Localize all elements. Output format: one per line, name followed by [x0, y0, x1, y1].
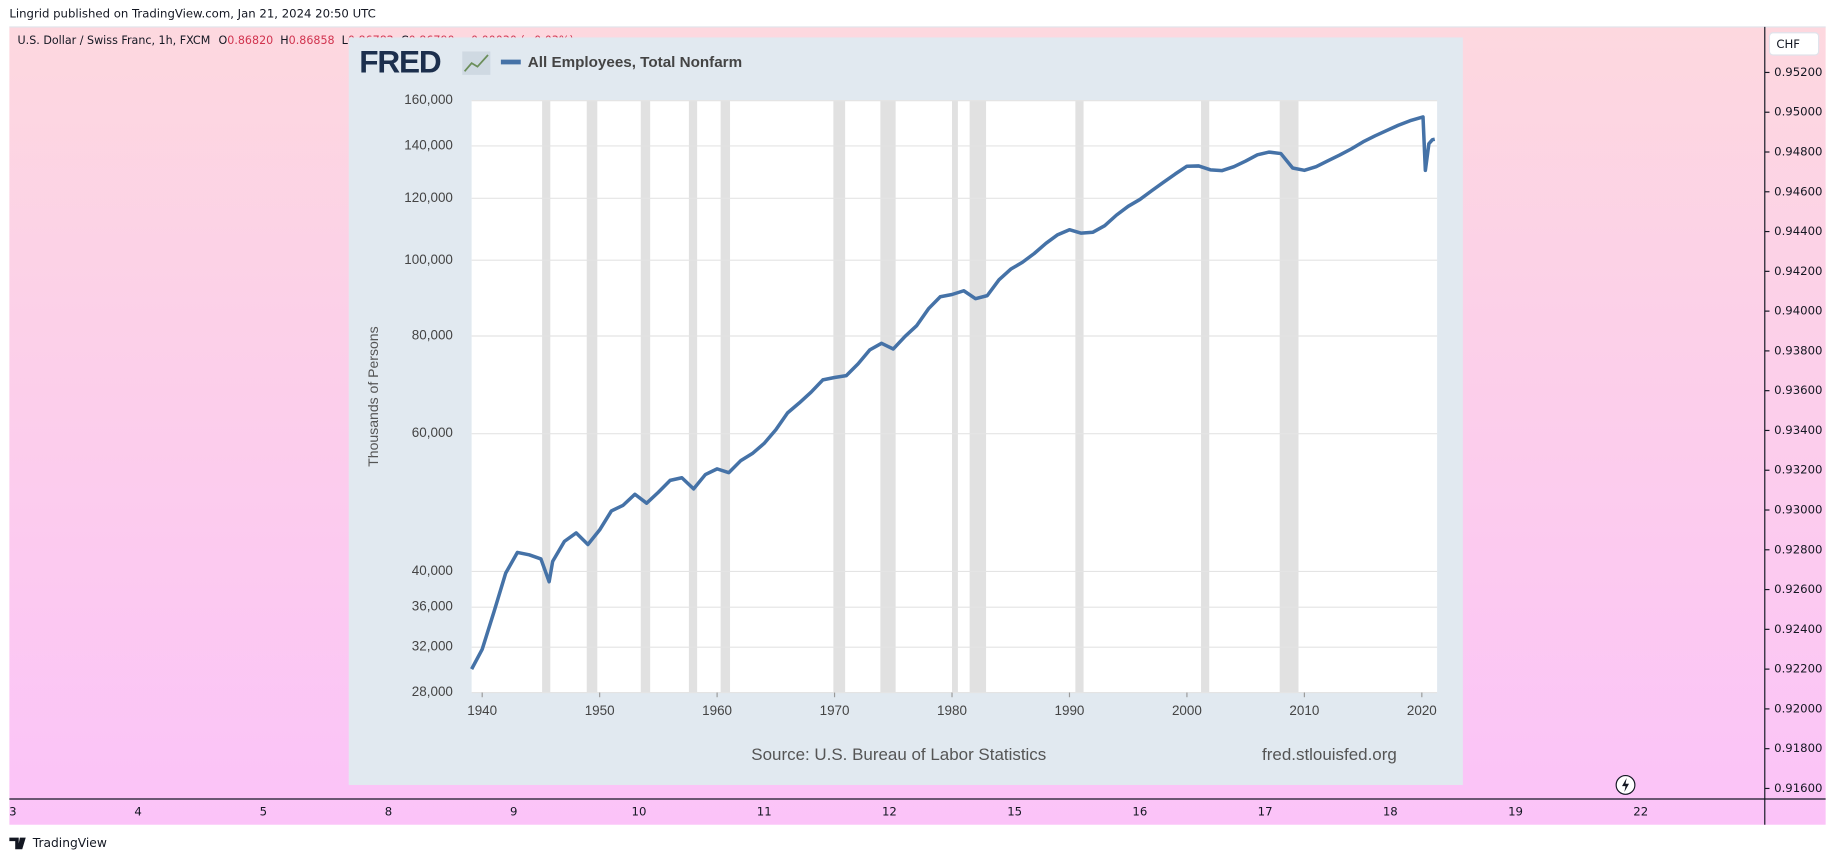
currency-button[interactable] [1768, 32, 1820, 56]
price-tick-label: 0.92800 [1774, 542, 1822, 556]
url: fred.stlouisfed.org [1262, 745, 1397, 764]
price-tick-label: 0.94600 [1774, 184, 1822, 198]
time-tick-label: 19 [1508, 804, 1523, 818]
price-tick-label: 0.93200 [1774, 463, 1822, 477]
price-tick-label: 0.91800 [1774, 741, 1822, 755]
flash-glyph [1622, 777, 1630, 792]
x-tick-label: 1970 [820, 703, 850, 718]
x-tick-label: 2020 [1407, 703, 1437, 718]
time-tick-label: 10 [632, 804, 647, 818]
ohlc-value: 0.86858 [289, 34, 335, 47]
price-tick-label: 0.93400 [1774, 423, 1822, 437]
recession-band [833, 100, 846, 693]
ohlc-value: 0.86820 [227, 34, 273, 47]
time-tick-label: 18 [1383, 804, 1398, 818]
ohlc-label: H [280, 34, 288, 47]
recession-band [1201, 100, 1210, 693]
y-tick-label: 32,000 [412, 639, 453, 654]
fred-icon [462, 51, 491, 75]
time-tick-label: 22 [1633, 804, 1648, 818]
brand-logo [9, 837, 26, 850]
legend-label: All Employees, Total Nonfarm [528, 54, 742, 71]
symbol-name: U.S. Dollar / Swiss Franc, 1h, FXCM [18, 34, 211, 47]
x-tick-label: 1950 [585, 703, 615, 718]
price-tick-label: 0.93600 [1774, 383, 1822, 397]
x-tick-label: 2010 [1289, 703, 1319, 718]
x-tick-label: 1940 [467, 703, 497, 718]
time-tick-label: 8 [385, 804, 392, 818]
time-tick-label: 12 [882, 804, 897, 818]
recession-band [586, 100, 598, 693]
time-tick-label: 4 [134, 804, 141, 818]
x-tick-label: 1960 [702, 703, 732, 718]
time-tick-label: 16 [1132, 804, 1147, 818]
publish-info: Lingrid published on TradingView.com, Ja… [9, 7, 375, 21]
currency-label[interactable]: CHF [1776, 37, 1800, 51]
price-tick-label: 0.94200 [1774, 264, 1822, 278]
recession-band [688, 100, 698, 693]
price-tick-label: 0.95000 [1774, 105, 1822, 119]
price-axis: 0.95200 0.95000 0.94800 0.94600 0.94400 0.942… [1764, 65, 1822, 795]
price-tick-label: 0.92200 [1774, 662, 1822, 676]
x-tick-label: 2000 [1172, 703, 1202, 718]
time-tick-label: 3 [9, 804, 16, 818]
ohlc-label: L [342, 34, 349, 47]
time-tick-label: 5 [260, 804, 267, 818]
source: Source: U.S. Bureau of Labor Statistics [751, 745, 1046, 764]
price-tick-label: 0.93800 [1774, 343, 1822, 357]
price-tick-label: 0.94400 [1774, 224, 1822, 238]
time-tick-label: 15 [1007, 804, 1022, 818]
recession-band [880, 100, 896, 693]
y-tick-label: 80,000 [412, 328, 453, 343]
ohlc-label: O [219, 34, 228, 47]
y-tick-label: 140,000 [404, 138, 453, 153]
y-tick-label: 60,000 [412, 425, 453, 440]
y-tick-label: 100,000 [404, 252, 453, 267]
price-tick-label: 0.94800 [1774, 145, 1822, 159]
y-tick-label: 120,000 [404, 190, 453, 205]
y-tick-label: 40,000 [412, 563, 453, 578]
time-tick-label: 11 [757, 804, 772, 818]
recession-band [969, 100, 987, 693]
recession-band [1279, 100, 1299, 693]
fred-chart: 28,000 32,000 36,000 40,000 60,000 80,000 100,… [348, 37, 1463, 785]
price-tick-label: 0.92600 [1774, 582, 1822, 596]
time-tick-label: 9 [510, 804, 517, 818]
recession-band [952, 100, 958, 693]
price-tick-label: 0.93000 [1774, 503, 1822, 517]
time-axis: 3 4 5 8 9 10 11 12 15 16 17 18 19 22 [9, 804, 1648, 818]
price-tick-label: 0.95200 [1774, 65, 1822, 79]
recession-band [542, 100, 551, 693]
x-tick-label: 1990 [1055, 703, 1085, 718]
recession-band [640, 100, 651, 693]
y-tick-label: 160,000 [404, 92, 453, 107]
brand-name: TradingView [32, 836, 107, 850]
y-axis-title: Thousands of Persons [365, 326, 381, 466]
recession-band [1075, 100, 1084, 693]
time-tick-label: 17 [1258, 804, 1273, 818]
recession-band [720, 100, 731, 693]
y-tick-label: 36,000 [412, 599, 453, 614]
series-line [470, 115, 1436, 670]
price-tick-label: 0.91600 [1774, 781, 1822, 795]
price-tick-label: 0.92400 [1774, 622, 1822, 636]
plot-layer: 28,000 32,000 36,000 40,000 60,000 80,000 100,… [404, 92, 1438, 718]
price-tick-label: 0.94000 [1774, 304, 1822, 318]
fred-icon-line [463, 54, 489, 72]
price-tick-label: 0.92000 [1774, 701, 1822, 715]
fred-logo: FRED [359, 44, 441, 80]
y-tick-label: 28,000 [412, 684, 453, 699]
x-tick-label: 1980 [937, 703, 967, 718]
